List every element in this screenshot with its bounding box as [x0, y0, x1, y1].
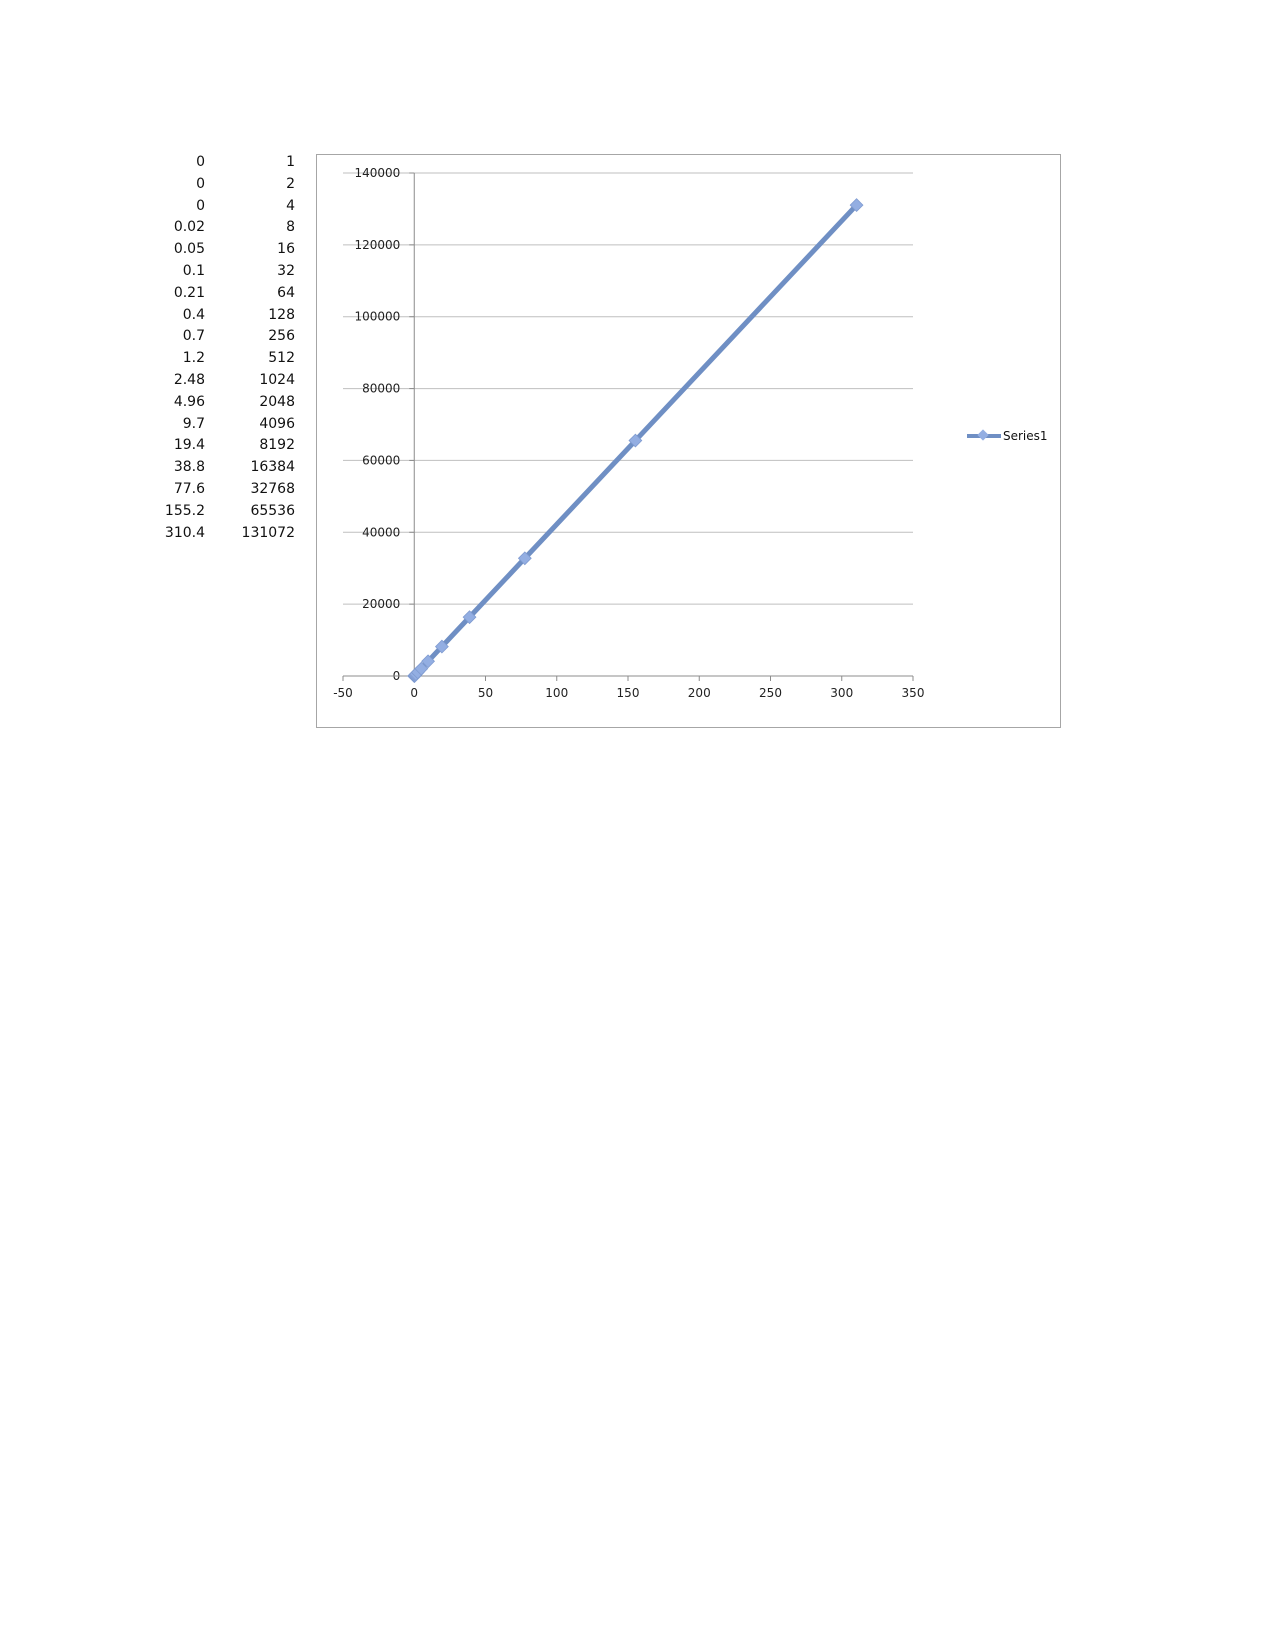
- table-cell-x: 0: [196, 175, 205, 192]
- table-row: 0.02 8: [150, 217, 295, 239]
- series-layer: [407, 198, 864, 683]
- table-cell-x: 0.1: [182, 262, 205, 279]
- table-row: 310.4 131072: [150, 523, 295, 545]
- table-row: 0.4 128: [150, 305, 295, 327]
- table-cell-y: 65536: [250, 502, 295, 519]
- data-point: [517, 551, 532, 566]
- data-table-body: 0 1 0 2 0 4 0.02 8 0.05 16 0.1 32 0.21 64 0.4 128 0.7 256…: [150, 152, 295, 544]
- table-cell-y: 2: [286, 175, 295, 192]
- table-row: 0.21 64: [150, 283, 295, 305]
- x-tick-label: 100: [545, 686, 568, 700]
- y-tick-label: 80000: [362, 382, 400, 396]
- table-cell-y: 16: [277, 241, 295, 258]
- table-cell-y: 128: [268, 306, 295, 323]
- table-row: 9.7 4096: [150, 414, 295, 436]
- table-row: 38.8 16384: [150, 457, 295, 479]
- table-cell-y: 16384: [250, 459, 295, 476]
- table-row: 2.48 1024: [150, 370, 295, 392]
- table-row: 1.2 512: [150, 348, 295, 370]
- legend-label: Series1: [1003, 429, 1048, 443]
- legend-swatch-icon: [967, 429, 1001, 443]
- table-cell-y: 512: [268, 350, 295, 367]
- data-point: [414, 661, 429, 676]
- legend: Series1: [967, 427, 1048, 445]
- gridlines: [343, 172, 913, 605]
- data-point: [434, 639, 449, 654]
- table-cell-y: 256: [268, 328, 295, 345]
- table-row: 77.6 32768: [150, 479, 295, 501]
- table-cell-y: 2048: [259, 393, 295, 410]
- y-tick-label: 60000: [362, 453, 400, 467]
- data-table: 0 1 0 2 0 4 0.02 8 0.05 16 0.1 32 0.21 64 0.4 128 0.7 256…: [150, 152, 295, 544]
- table-cell-y: 131072: [241, 524, 295, 541]
- y-tick-label: 140000: [354, 166, 400, 180]
- table-row: 0.05 16: [150, 239, 295, 261]
- table-cell-x: 310.4: [164, 524, 205, 541]
- table-cell-y: 1024: [259, 371, 295, 388]
- table-cell-y: 8: [286, 219, 295, 236]
- table-row: 0.1 32: [150, 261, 295, 283]
- x-tick-label: 50: [478, 686, 493, 700]
- x-tick-label: -50: [333, 686, 353, 700]
- table-cell-x: 4.96: [173, 393, 205, 410]
- table-cell-x: 38.8: [173, 459, 205, 476]
- table-cell-x: 0: [196, 154, 205, 170]
- scatter-chart: 0 20000 40000 60000 80000 100000 120000 140000 -…: [333, 166, 924, 700]
- data-point: [421, 654, 436, 669]
- table-cell-x: 0: [196, 197, 205, 214]
- chart-frame: 0 20000 40000 60000 80000 100000 120000 140000 -…: [316, 154, 1061, 728]
- table-cell-x: 155.2: [164, 502, 205, 519]
- table-cell-x: 77.6: [173, 480, 205, 497]
- table-cell-y: 4096: [259, 415, 295, 432]
- table-cell-x: 0.21: [173, 284, 205, 301]
- y-tick-label: 100000: [354, 310, 400, 324]
- data-point: [628, 433, 643, 448]
- table-row: 155.2 65536: [150, 501, 295, 523]
- x-tick-label: 350: [902, 686, 925, 700]
- table-cell-x: 0.02: [173, 219, 205, 236]
- table-cell-x: 1.2: [182, 350, 205, 367]
- x-tick-label: 300: [830, 686, 853, 700]
- y-tick-label: 20000: [362, 597, 400, 611]
- table-cell-x: 2.48: [173, 371, 205, 388]
- table-cell-x: 0.7: [182, 328, 205, 345]
- table-cell-y: 8192: [259, 437, 295, 454]
- table-cell-x: 0.4: [182, 306, 205, 323]
- table-cell-y: 4: [286, 197, 295, 214]
- table-row: 19.4 8192: [150, 435, 295, 457]
- table-cell-y: 32: [277, 262, 295, 279]
- table-cell-y: 64: [277, 284, 295, 301]
- data-point: [462, 610, 477, 625]
- x-tick-label: 150: [617, 686, 640, 700]
- table-cell-y: 32768: [250, 480, 295, 497]
- table-cell-y: 1: [286, 154, 295, 170]
- x-tick-label: 250: [759, 686, 782, 700]
- data-point: [849, 198, 864, 213]
- y-tick-label: 40000: [362, 525, 400, 539]
- table-cell-x: 19.4: [173, 437, 205, 454]
- x-tick-label: 0: [410, 686, 418, 700]
- axes: 0 20000 40000 60000 80000 100000 120000 140000 -…: [333, 166, 924, 700]
- x-tick-label: 200: [688, 686, 711, 700]
- table-cell-x: 9.7: [182, 415, 205, 432]
- table-row: 4.96 2048: [150, 392, 295, 414]
- table-row: 0.7 256: [150, 326, 295, 348]
- table-cell-x: 0.05: [173, 241, 205, 258]
- y-tick-label: 120000: [354, 238, 400, 252]
